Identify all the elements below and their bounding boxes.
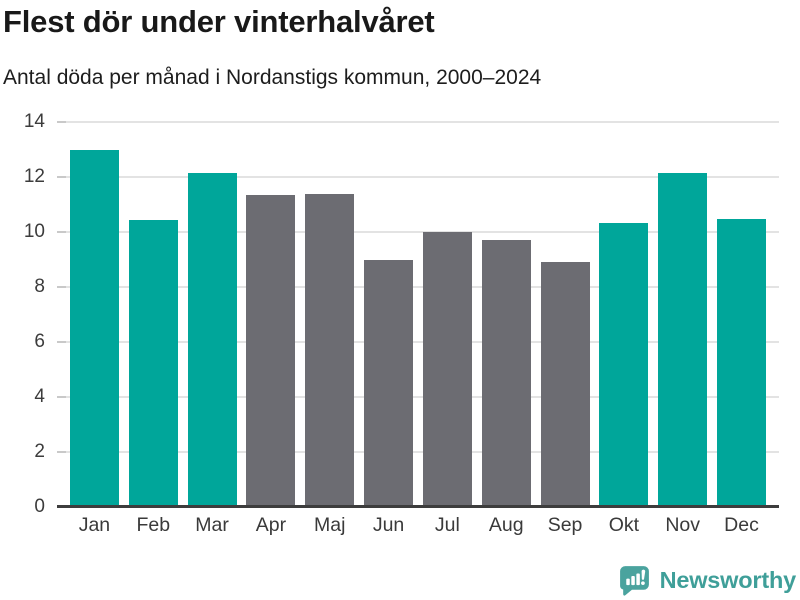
- bar-jul: [422, 232, 472, 507]
- bars-container: [57, 122, 779, 507]
- x-axis-label-maj: Maj: [314, 514, 346, 536]
- y-tick-10: [57, 231, 66, 233]
- plot-area: [57, 121, 779, 508]
- bar-jun: [364, 259, 414, 507]
- y-tick-6: [57, 341, 66, 343]
- y-tick-2: [57, 451, 66, 453]
- bar-slot-aug: [477, 122, 536, 507]
- bar-slot-feb: [124, 122, 183, 507]
- y-axis-label-10: 10: [23, 221, 45, 242]
- gridline-y-8: [57, 286, 779, 288]
- bar-slot-jun: [359, 122, 418, 507]
- mini-bar-chart-glyph: [625, 569, 645, 586]
- y-tick-4: [57, 396, 66, 398]
- x-axis-label-dec: Dec: [724, 514, 759, 536]
- x-axis-label-jan: Jan: [78, 514, 111, 536]
- gridline-y-10: [57, 231, 779, 233]
- bar-slot-okt: [594, 122, 653, 507]
- bar-feb: [128, 219, 178, 507]
- y-axis-label-4: 4: [34, 386, 45, 408]
- x-axis-label-okt: Okt: [608, 514, 640, 536]
- x-axis-label-apr: Apr: [255, 514, 287, 536]
- bar-apr: [246, 194, 296, 507]
- brand-footer: Newsworthy: [617, 563, 796, 598]
- x-axis-label-aug: Aug: [488, 514, 524, 536]
- y-axis-label-12: 12: [23, 166, 45, 187]
- bar-slot-mar: [183, 122, 242, 507]
- gridline-y-2: [57, 451, 779, 453]
- y-axis-labels: 0 2 4 6 8 10 12 14: [0, 111, 45, 517]
- bar-aug: [481, 239, 531, 507]
- y-tick-12: [57, 176, 66, 178]
- bar-slot-apr: [241, 122, 300, 507]
- gridline-y-6: [57, 341, 779, 343]
- bar-sep: [540, 261, 590, 507]
- bar-slot-maj: [300, 122, 359, 507]
- gridline-y-12: [57, 176, 779, 178]
- y-tick-14: [57, 121, 66, 123]
- bar-jan: [69, 149, 119, 507]
- y-axis-label-0: 0: [34, 496, 45, 517]
- bar-okt: [599, 223, 649, 507]
- x-axis-label-jul: Jul: [434, 514, 460, 536]
- bar-slot-sep: [536, 122, 595, 507]
- x-axis-label-nov: Nov: [665, 514, 701, 536]
- chart-title: Flest dör under vinterhalvåret: [3, 4, 435, 39]
- bar-slot-jan: [65, 122, 124, 507]
- bar-slot-nov: [653, 122, 712, 507]
- x-axis-label-mar: Mar: [195, 514, 229, 536]
- gridline-y-14: [57, 121, 779, 123]
- bar-dec: [717, 218, 767, 507]
- bar-slot-dec: [712, 122, 771, 507]
- x-axis-label-feb: Feb: [136, 514, 171, 536]
- bar-mar: [187, 172, 237, 507]
- bar-maj: [305, 193, 355, 507]
- newsworthy-logo-icon: [619, 566, 649, 596]
- y-axis-label-8: 8: [34, 276, 45, 298]
- bar-slot-jul: [418, 122, 477, 507]
- x-axis-line: [57, 505, 779, 508]
- chart-subtitle: Antal döda per månad i Nordanstigs kommu…: [3, 66, 542, 89]
- gridline-y-4: [57, 396, 779, 398]
- x-axis-labels: Jan Feb Mar Apr Maj Jun Jul Aug Sep Okt Nov Dec: [57, 514, 779, 537]
- x-axis-label-sep: Sep: [547, 514, 583, 536]
- y-tick-8: [57, 286, 66, 288]
- x-axis-label-jun: Jun: [372, 514, 405, 536]
- y-axis-label-14: 14: [23, 111, 45, 132]
- y-axis-label-6: 6: [34, 331, 45, 352]
- y-axis-label-2: 2: [34, 441, 45, 463]
- bar-nov: [658, 172, 708, 507]
- brand-name: Newsworthy: [659, 567, 797, 593]
